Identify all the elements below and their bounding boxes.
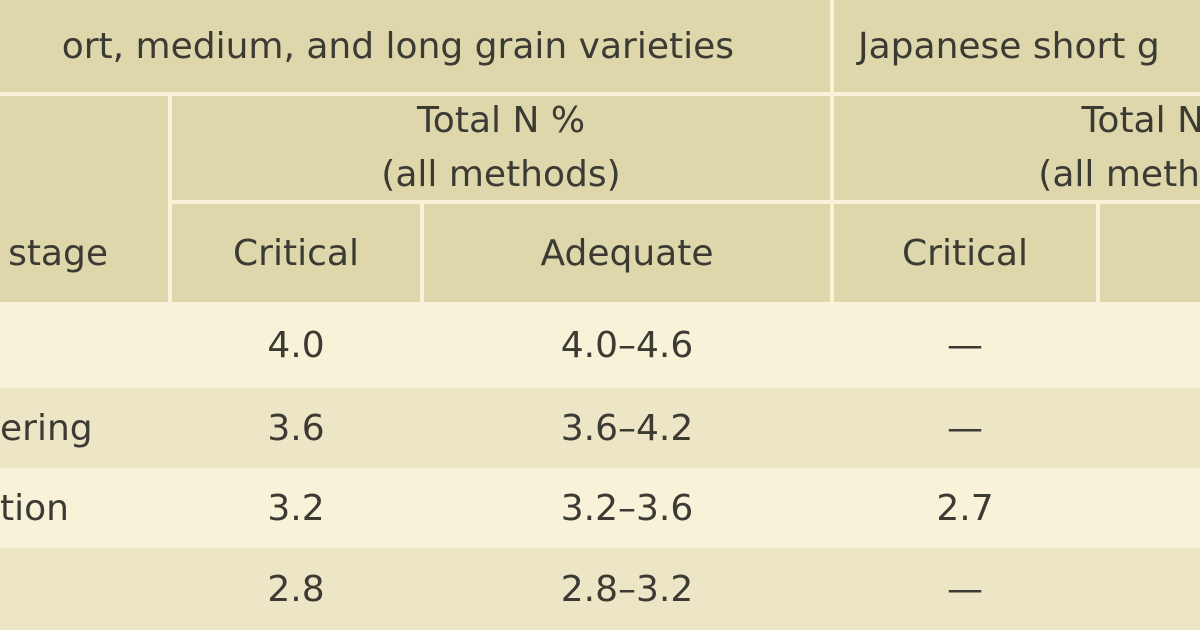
- cell-stage: ering: [0, 407, 93, 449]
- col-header-adequate-1: Adequate: [540, 232, 714, 274]
- table-row: 4.0 4.0–4.6 —: [0, 302, 1200, 388]
- header-divider: [172, 200, 1200, 204]
- subheader-line1: Total N: [1081, 100, 1200, 141]
- table-row: tion 3.2 3.2–3.6 2.7: [0, 468, 1200, 548]
- cell-critical-2: —: [947, 407, 983, 449]
- cell-critical-1: 3.2: [267, 487, 325, 529]
- cell-adequate-1: 2.8–3.2: [560, 568, 694, 610]
- table-header: [0, 0, 1200, 302]
- cell-critical-2: 2.7: [936, 487, 994, 529]
- cell-critical-2: —: [947, 324, 983, 366]
- group-header-japanese: Japanese short g: [858, 25, 1160, 67]
- cell-critical-1: 2.8: [267, 568, 325, 610]
- col-header-critical-1: Critical: [233, 232, 359, 274]
- cell-stage: [0, 548, 168, 630]
- cell-stage: [0, 302, 168, 388]
- cell-adequate-1: 3.6–4.2: [560, 407, 694, 449]
- header-divider: [0, 92, 1200, 96]
- table-row: ering 3.6 3.6–4.2 —: [0, 388, 1200, 468]
- stage-column-header: stage: [8, 232, 108, 274]
- subheader-line2: (all meth: [1038, 154, 1200, 195]
- header-divider: [168, 96, 172, 302]
- table-row: 2.8 2.8–3.2 —: [0, 548, 1200, 630]
- cell-critical-1: 3.6: [267, 407, 325, 449]
- subheader-line1: Total N %: [416, 100, 586, 141]
- subheader-total-n-1: Total N % (all methods): [172, 96, 830, 200]
- subheader-line2: (all methods): [381, 154, 621, 195]
- header-divider: [420, 204, 424, 302]
- cell-adequate-1: 4.0–4.6: [560, 324, 694, 366]
- col-header-critical-2: Critical: [902, 232, 1028, 274]
- cell-critical-1: 4.0: [267, 324, 325, 366]
- subheader-total-n-2: Total N (all meth: [834, 96, 1200, 200]
- cell-adequate-1: 3.2–3.6: [560, 487, 694, 529]
- group-header-all-varieties: ort, medium, and long grain varieties: [61, 25, 734, 67]
- header-divider: [830, 0, 834, 302]
- header-divider: [1096, 204, 1100, 302]
- cell-stage: tion: [0, 487, 69, 529]
- cell-critical-2: —: [947, 568, 983, 610]
